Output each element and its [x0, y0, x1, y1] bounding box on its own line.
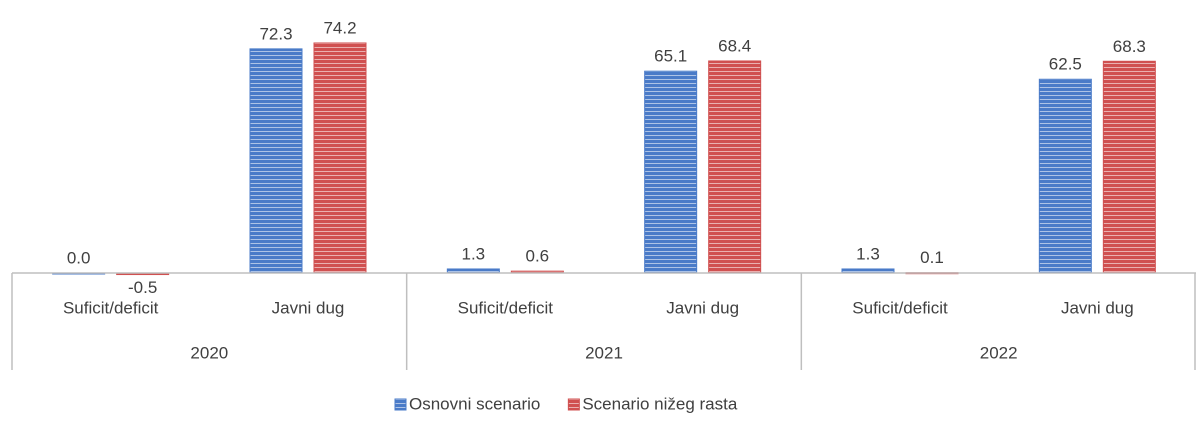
- data-label: 72.3: [259, 24, 292, 43]
- bar: [249, 48, 303, 274]
- x-tick-label: Suficit/deficit: [63, 298, 159, 317]
- group-label: 2022: [980, 343, 1018, 362]
- legend-label: Scenario nižeg rasta: [582, 394, 738, 413]
- bar: [1038, 78, 1092, 274]
- legend-swatch: [394, 398, 407, 411]
- group-label: 2021: [585, 343, 623, 362]
- data-label: 68.3: [1113, 37, 1146, 56]
- data-label: 0.0: [67, 248, 91, 267]
- x-tick-label: Javni dug: [1061, 298, 1134, 317]
- x-tick-label: Suficit/deficit: [458, 298, 554, 317]
- group-label: 2020: [190, 343, 228, 362]
- bar: [708, 60, 762, 274]
- data-label: 68.4: [718, 36, 751, 55]
- x-tick-label: Suficit/deficit: [852, 298, 948, 317]
- data-label: 62.5: [1049, 55, 1082, 74]
- data-label: 0.6: [526, 247, 550, 266]
- data-label: 1.3: [856, 244, 880, 263]
- x-tick-label: Javni dug: [272, 298, 345, 317]
- data-label: -0.5: [128, 278, 157, 297]
- data-label: 0.1: [920, 248, 944, 267]
- data-label: 1.3: [462, 244, 486, 263]
- bar: [644, 70, 698, 274]
- x-tick-label: Javni dug: [666, 298, 739, 317]
- data-label: 74.2: [323, 18, 356, 37]
- legend-label: Osnovni scenario: [409, 394, 540, 413]
- data-label: 65.1: [654, 47, 687, 66]
- legend-swatch: [567, 398, 580, 411]
- bar: [313, 42, 367, 274]
- bar: [1102, 60, 1156, 274]
